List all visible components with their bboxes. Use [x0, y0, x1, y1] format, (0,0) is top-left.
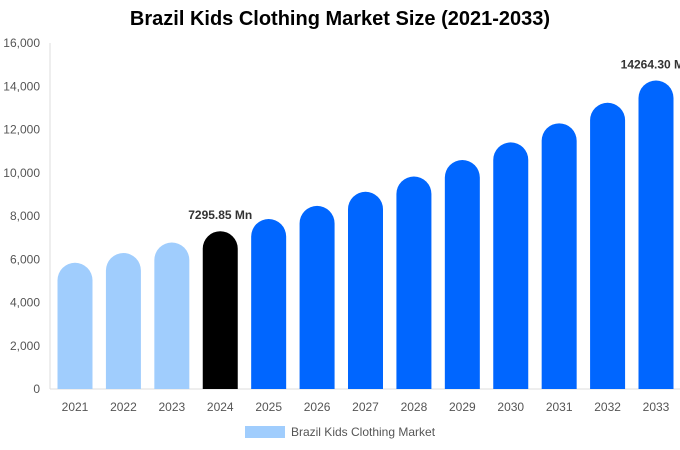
- x-tick-label: 2024: [207, 400, 234, 414]
- x-tick-label: 2029: [449, 400, 476, 414]
- bar-2027[interactable]: [348, 191, 383, 389]
- bar-2032[interactable]: [590, 102, 626, 389]
- y-tick-label: 14,000: [3, 79, 40, 93]
- bar-2022[interactable]: [105, 253, 141, 389]
- y-tick-label: 4,000: [10, 296, 40, 310]
- y-tick-label: 12,000: [3, 123, 40, 137]
- bar-2030[interactable]: [493, 142, 529, 389]
- bar-chart: 0 2,000 4,000 6,000 8,000 10,000 12,000 14,000 1…: [3, 36, 680, 414]
- x-tick-label: 2032: [594, 400, 621, 414]
- bar-2025[interactable]: [251, 219, 287, 389]
- x-tick-label: 2028: [401, 400, 428, 414]
- x-tick-label: 2021: [62, 400, 89, 414]
- bar-2021[interactable]: [57, 262, 93, 389]
- bar-2023[interactable]: [154, 242, 190, 389]
- x-tick-label: 2031: [546, 400, 573, 414]
- y-tick-label: 16,000: [3, 36, 40, 50]
- y-tick-label: 6,000: [10, 252, 40, 266]
- chart-title: Brazil Kids Clothing Market Size (2021-2…: [129, 8, 551, 30]
- bar-2028[interactable]: [396, 176, 432, 389]
- x-tick-label: 2025: [255, 400, 282, 414]
- x-tick-label: 2027: [352, 400, 379, 414]
- data-label-2033: 14264.30 Mn: [621, 58, 680, 72]
- bar-2026[interactable]: [299, 205, 335, 389]
- x-tick-label: 2033: [643, 400, 670, 414]
- bar-2033[interactable]: [638, 80, 674, 389]
- x-tick-label: 2022: [110, 400, 137, 414]
- x-tick-label: 2030: [497, 400, 524, 414]
- bar-2031[interactable]: [541, 123, 577, 389]
- y-tick-label: 0: [33, 382, 40, 396]
- legend-swatch: [244, 426, 285, 438]
- y-tick-label: 8,000: [10, 209, 40, 223]
- legend[interactable]: Brazil Kids Clothing Market: [0, 425, 680, 439]
- legend-label: Brazil Kids Clothing Market: [290, 425, 436, 439]
- bar-2029[interactable]: [444, 160, 480, 389]
- x-tick-label: 2026: [304, 400, 331, 414]
- data-label-2024: 7295.85 Mn: [188, 208, 252, 222]
- x-tick-label: 2023: [158, 400, 185, 414]
- bar-2024[interactable]: [202, 231, 238, 389]
- y-tick-label: 2,000: [10, 339, 40, 353]
- y-tick-label: 10,000: [3, 166, 40, 180]
